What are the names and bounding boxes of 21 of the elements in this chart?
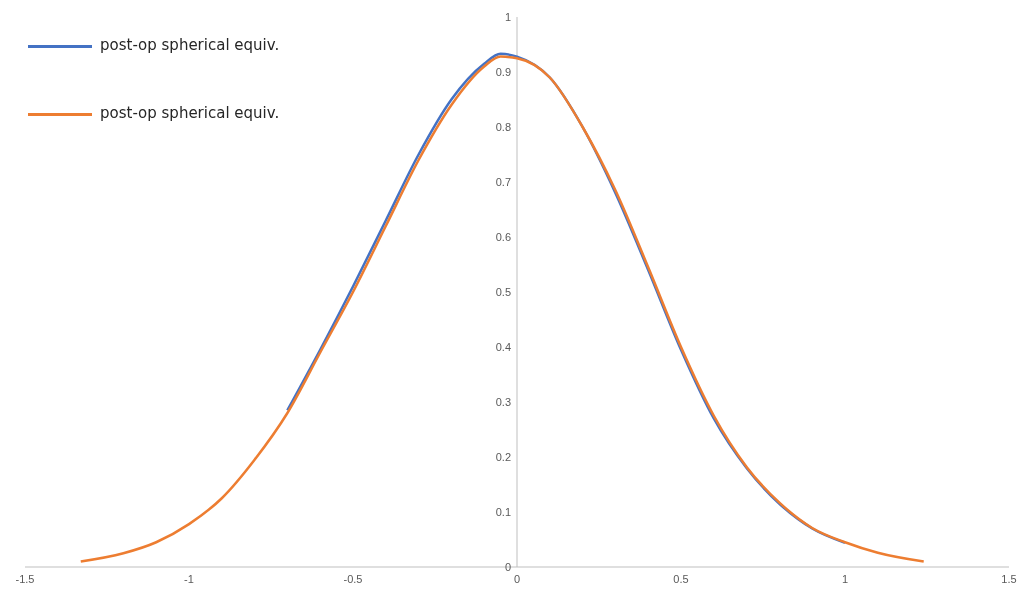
x-tick-label: -0.5 (343, 572, 363, 585)
x-tick-label: 0 (513, 572, 521, 585)
x-tick-label: 1 (841, 572, 849, 585)
y-tick-label: 0.8 (495, 121, 511, 133)
y-tick-label: 0.2 (495, 451, 511, 463)
y-tick-label: 0 (504, 561, 511, 573)
y-tick-label: 0.6 (495, 231, 511, 243)
y-tick-label: 0.5 (495, 286, 511, 298)
y-tick-label: 1 (504, 11, 511, 23)
y-tick-label: 0.4 (495, 341, 511, 353)
legend-label: post-op spherical equiv. (100, 36, 281, 54)
y-tick-label: 0.1 (495, 506, 511, 518)
x-tick-label: 1.5 (1001, 572, 1017, 585)
line-series (79, 55, 925, 563)
y-tick-label: 0.9 (495, 66, 511, 78)
y-tick-label: 0.3 (495, 396, 511, 408)
x-tick-label: -1.5 (15, 572, 35, 585)
x-tick-label: 0.5 (673, 572, 689, 585)
x-tick-label: -1 (184, 572, 194, 585)
y-tick-label: 0.7 (495, 176, 511, 188)
legend-label: post-op spherical equiv. (100, 104, 281, 122)
